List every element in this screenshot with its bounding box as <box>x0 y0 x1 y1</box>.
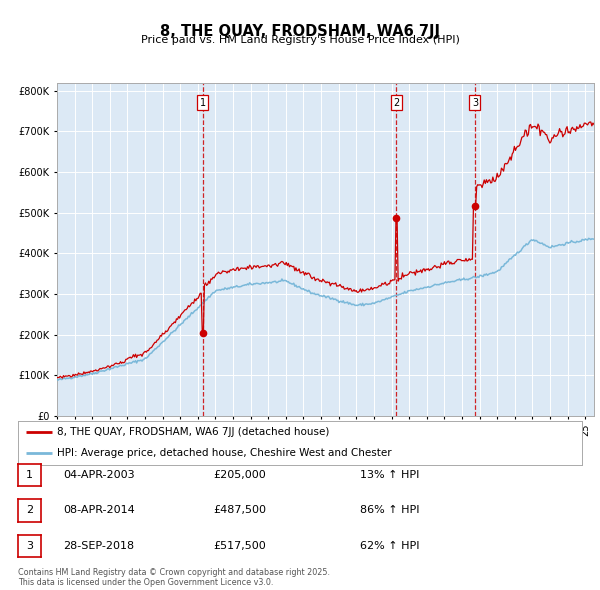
Text: 8, THE QUAY, FRODSHAM, WA6 7JJ: 8, THE QUAY, FRODSHAM, WA6 7JJ <box>160 24 440 38</box>
Text: £205,000: £205,000 <box>213 470 266 480</box>
Text: 62% ↑ HPI: 62% ↑ HPI <box>360 541 419 550</box>
Text: 04-APR-2003: 04-APR-2003 <box>63 470 134 480</box>
Text: 28-SEP-2018: 28-SEP-2018 <box>63 541 134 550</box>
Text: 08-APR-2014: 08-APR-2014 <box>63 506 135 515</box>
Text: HPI: Average price, detached house, Cheshire West and Chester: HPI: Average price, detached house, Ches… <box>58 448 392 458</box>
Text: Price paid vs. HM Land Registry's House Price Index (HPI): Price paid vs. HM Land Registry's House … <box>140 35 460 45</box>
Text: 8, THE QUAY, FRODSHAM, WA6 7JJ (detached house): 8, THE QUAY, FRODSHAM, WA6 7JJ (detached… <box>58 427 330 437</box>
Text: 86% ↑ HPI: 86% ↑ HPI <box>360 506 419 515</box>
Text: Contains HM Land Registry data © Crown copyright and database right 2025.
This d: Contains HM Land Registry data © Crown c… <box>18 568 330 587</box>
Text: 2: 2 <box>26 506 33 515</box>
Text: £517,500: £517,500 <box>213 541 266 550</box>
Text: 3: 3 <box>26 541 33 550</box>
Text: 1: 1 <box>26 470 33 480</box>
Text: 2: 2 <box>393 98 400 108</box>
Text: 1: 1 <box>200 98 206 108</box>
Text: 3: 3 <box>472 98 478 108</box>
Text: 13% ↑ HPI: 13% ↑ HPI <box>360 470 419 480</box>
Text: £487,500: £487,500 <box>213 506 266 515</box>
